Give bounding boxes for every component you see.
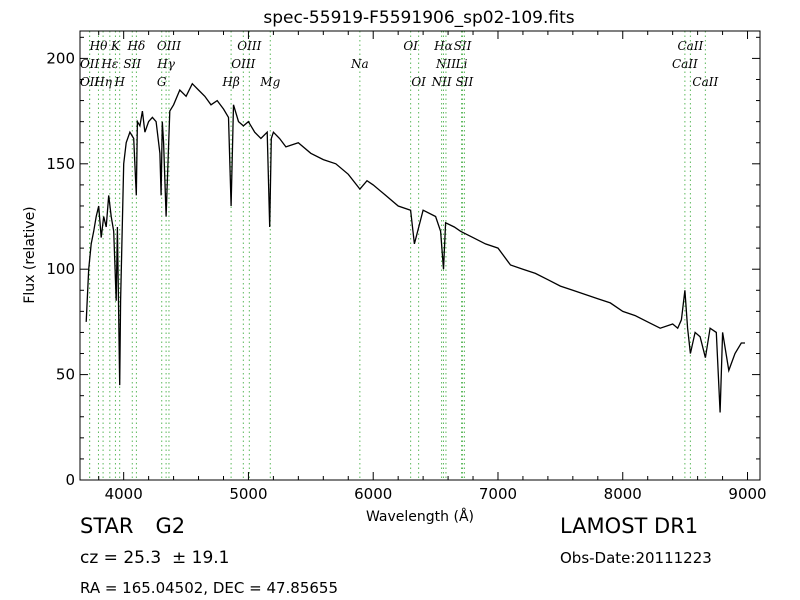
x-tick-label-3: 7000 <box>479 485 517 503</box>
line-marker-label-24: SII <box>456 75 474 89</box>
line-marker-label-17: OI <box>403 39 418 53</box>
x-axis-label: Wavelength (Å) <box>366 508 474 525</box>
x-axis: 4000 5000 6000 7000 8000 9000 <box>98 31 767 503</box>
line-marker-label-13: OIII <box>231 57 255 71</box>
line-marker-label-11: G <box>157 75 167 89</box>
line-marker-label-20: SII <box>454 39 472 53</box>
redshift-label: cz = 25.3 ± 19.1 <box>80 548 230 568</box>
line-marker-label-4: Hε <box>100 57 118 71</box>
y-tick-label-0: 0 <box>65 471 75 489</box>
line-marker-label-26: CaII <box>672 57 698 71</box>
line-marker-label-9: OIII <box>157 39 181 53</box>
x-tick-label-1: 5000 <box>229 485 267 503</box>
subclass-label: G2 <box>155 514 186 538</box>
line-marker-label-15: Mg <box>259 75 280 89</box>
x-tick-label-0: 4000 <box>105 485 143 503</box>
line-marker-label-12: OIII <box>237 39 261 53</box>
coordinates-label: RA = 165.04502, DEC = 47.85655 <box>80 579 339 597</box>
x-tick-label-2: 6000 <box>354 485 392 503</box>
line-marker-label-8: Hδ <box>127 39 146 53</box>
spectrum-line <box>85 82 745 413</box>
x-tick-label-4: 8000 <box>604 485 642 503</box>
line-marker-label-25: CaII <box>677 39 703 53</box>
obs-date-label: Obs-Date:20111223 <box>560 549 712 567</box>
survey-label: LAMOST DR1 <box>560 514 699 538</box>
y-axis: 0 50 100 150 200 <box>46 36 760 489</box>
line-marker-label-23: NII <box>431 75 452 89</box>
y-tick-label-4: 200 <box>46 49 75 67</box>
line-marker-label-6: SII <box>123 57 141 71</box>
line-marker-label-22: Li <box>455 57 468 71</box>
line-marker-label-19: Hα <box>433 39 453 53</box>
y-axis-label: Flux (relative) <box>22 206 38 303</box>
line-marker-label-3: Hη <box>93 75 112 89</box>
line-marker-label-2: OII <box>80 75 100 89</box>
line-marker-label-27: CaII <box>692 75 718 89</box>
line-marker-label-14: Hβ <box>221 75 239 89</box>
y-tick-label-3: 150 <box>46 155 75 173</box>
plot-frame <box>79 30 761 481</box>
line-marker-label-7: H <box>113 75 125 89</box>
line-marker-label-21: NII <box>435 57 456 71</box>
class-label: STAR <box>80 514 134 538</box>
line-marker-label-18: OI <box>411 75 426 89</box>
line-marker-label-16: Na <box>350 57 369 71</box>
y-tick-label-1: 50 <box>56 366 75 384</box>
line-marker-label-0: Hθ <box>89 39 108 53</box>
line-marker-label-10: Hγ <box>156 57 175 71</box>
chart-title: spec-55919-F5591906_sp02-109.fits <box>263 8 574 28</box>
y-tick-label-2: 100 <box>46 260 75 278</box>
x-tick-label-5: 9000 <box>728 485 766 503</box>
line-marker-label-5: K <box>110 39 121 53</box>
object-class: STAR G2 <box>80 514 185 538</box>
